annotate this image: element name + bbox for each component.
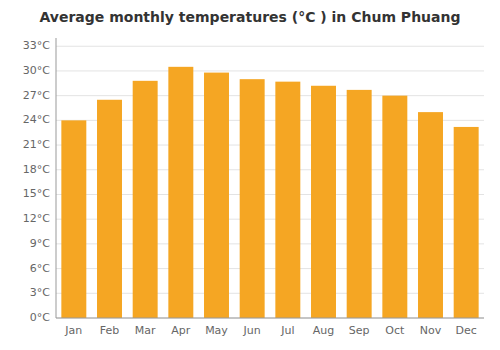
x-tick-label: Oct bbox=[385, 324, 405, 337]
bar bbox=[347, 90, 372, 318]
grid bbox=[56, 46, 484, 318]
bar bbox=[311, 86, 336, 318]
x-tick-label: Aug bbox=[313, 324, 334, 337]
bar bbox=[382, 96, 407, 318]
grid-line bbox=[56, 70, 484, 71]
bar bbox=[97, 100, 122, 318]
y-tick-label: 18°C bbox=[23, 163, 50, 176]
y-tick-label: 12°C bbox=[23, 212, 50, 225]
x-tick-label: May bbox=[205, 324, 228, 337]
x-tick-labels: Jan Feb Mar Apr May Jun Jul Aug Sep Oct Nov Dec bbox=[64, 324, 476, 337]
bars bbox=[61, 67, 478, 318]
x-axis-line bbox=[56, 318, 484, 319]
bar bbox=[204, 73, 229, 318]
grid-line bbox=[56, 95, 484, 96]
chart: 0°C 3°C 6°C 9°C 12°C 15°C 18°C 21°C 24°C 27°C 30°C… bbox=[0, 0, 500, 350]
bar bbox=[61, 120, 86, 318]
y-axis-line bbox=[56, 38, 57, 318]
bar bbox=[418, 112, 443, 318]
x-tick-label: Jul bbox=[280, 324, 294, 337]
x-tick-label: Dec bbox=[456, 324, 477, 337]
bar bbox=[454, 127, 479, 318]
y-tick-label: 15°C bbox=[23, 187, 50, 200]
grid-line bbox=[56, 318, 484, 319]
x-tick-label: Apr bbox=[171, 324, 191, 337]
y-tick-label: 24°C bbox=[23, 113, 50, 126]
bar bbox=[168, 67, 193, 318]
y-tick-label: 33°C bbox=[23, 39, 50, 52]
x-tick-label: Feb bbox=[100, 324, 119, 337]
bar bbox=[240, 79, 265, 318]
y-tick-label: 30°C bbox=[23, 64, 50, 77]
y-tick-labels: 0°C 3°C 6°C 9°C 12°C 15°C 18°C 21°C 24°C 27°C 30°C… bbox=[23, 39, 50, 324]
y-tick-label: 3°C bbox=[30, 286, 50, 299]
y-tick-label: 9°C bbox=[30, 237, 50, 250]
bar bbox=[133, 81, 158, 318]
y-tick-label: 6°C bbox=[30, 262, 50, 275]
y-tick-label: 27°C bbox=[23, 89, 50, 102]
x-tick-label: Nov bbox=[420, 324, 442, 337]
y-tick-label: 0°C bbox=[30, 311, 50, 324]
grid-line bbox=[56, 46, 484, 47]
y-tick-label: 21°C bbox=[23, 138, 50, 151]
x-tick-label: Sep bbox=[349, 324, 370, 337]
x-tick-label: Jun bbox=[243, 324, 261, 337]
x-tick-label: Jan bbox=[64, 324, 82, 337]
x-tick-label: Mar bbox=[135, 324, 156, 337]
title: Average monthly temperatures (°C ) in Ch… bbox=[40, 9, 461, 25]
bar bbox=[275, 82, 300, 318]
